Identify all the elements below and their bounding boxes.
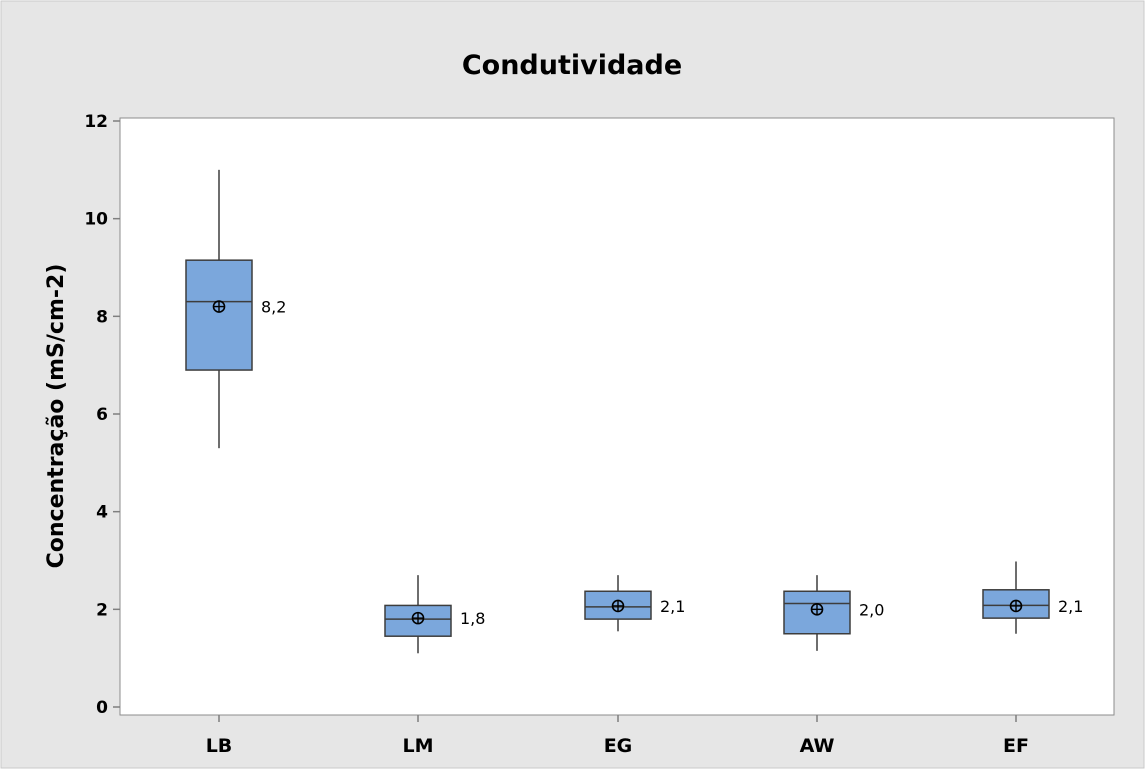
x-tick-label: AW: [800, 735, 835, 757]
box-eg: 2,1: [584, 575, 685, 632]
mean-label: 2,0: [859, 600, 884, 619]
box-lb: 8,2: [185, 169, 286, 449]
box-ef: 2,1: [982, 561, 1083, 634]
box-aw: 2,0: [783, 575, 884, 651]
iqr-box: [185, 259, 253, 371]
box-lm: 1,8: [384, 575, 485, 654]
mean-label: 2,1: [1058, 597, 1083, 616]
y-tick-label: 6: [96, 405, 108, 425]
x-tick-label: EF: [1003, 735, 1029, 757]
mean-label: 8,2: [261, 298, 286, 317]
y-axis: 0 2 4 6 8 10 12: [84, 112, 120, 718]
x-tick-label: EG: [604, 735, 633, 757]
mean-label: 2,1: [660, 597, 685, 616]
x-tick-label: LB: [206, 735, 233, 757]
x-tick-label: LM: [402, 735, 433, 757]
y-tick-label: 2: [96, 600, 108, 620]
plot-area: [119, 117, 1115, 716]
y-axis-label: Concentração (mS/cm-2): [44, 264, 69, 569]
chart-title: Condutividade: [462, 50, 682, 81]
y-tick-label: 0: [96, 698, 108, 718]
y-tick-label: 8: [96, 307, 108, 327]
y-tick-label: 12: [84, 112, 108, 132]
x-axis: LB LM EG AW EF: [206, 715, 1029, 757]
boxes-group: 8,2 1,8 2,1 2,0 2,1: [185, 169, 1083, 654]
y-tick-label: 4: [96, 503, 108, 523]
mean-label: 1,8: [460, 609, 485, 628]
y-tick-label: 10: [84, 210, 108, 230]
